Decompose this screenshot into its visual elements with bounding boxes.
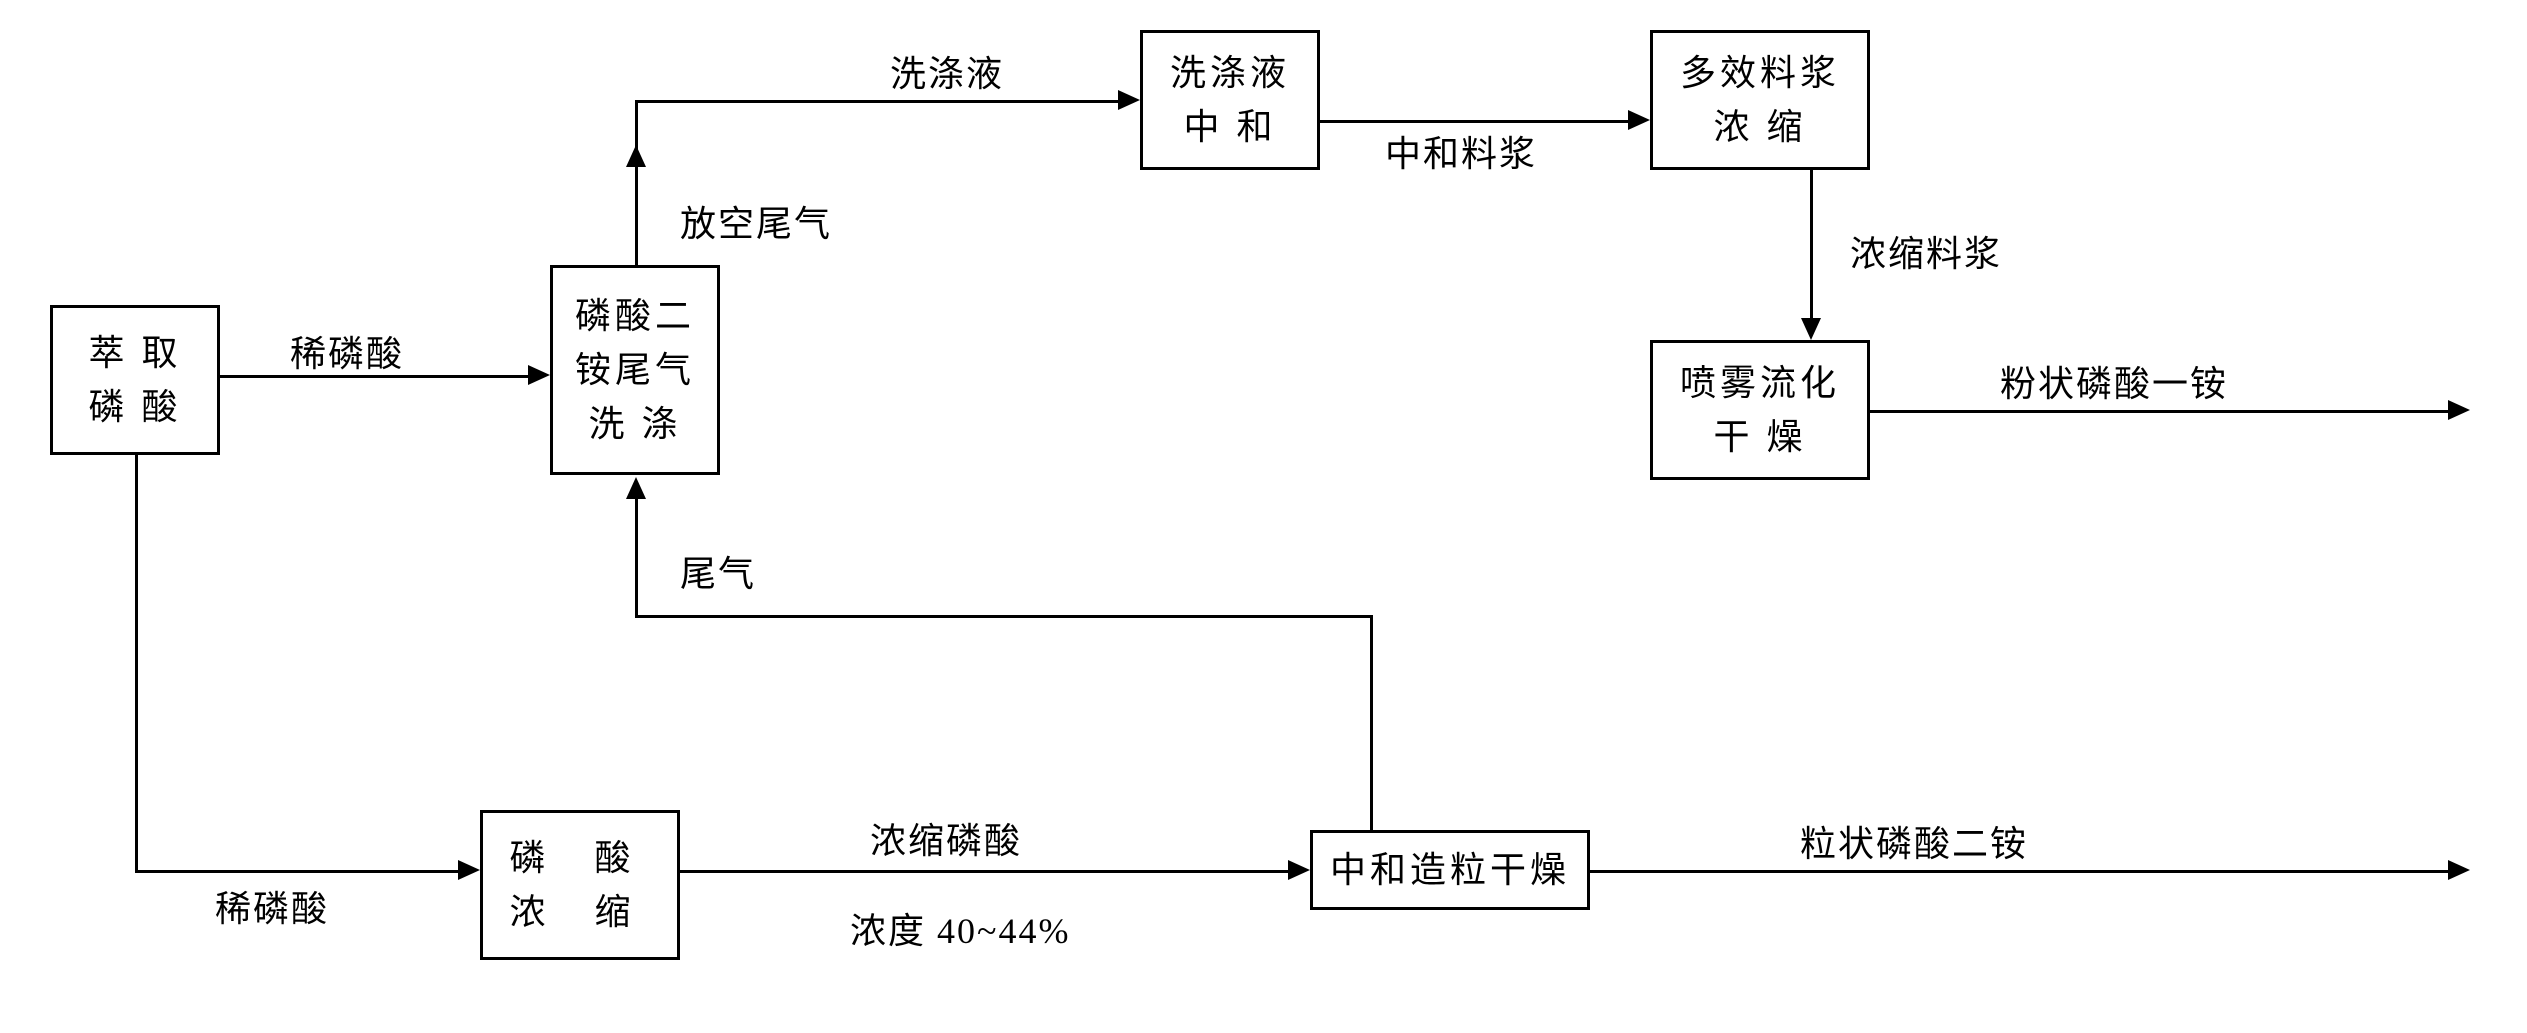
- arrowhead-tailwash-to-neutral: [1118, 90, 1140, 110]
- box-extract-line2: 磷 酸: [88, 380, 181, 434]
- arrowhead-extract-to-tailwash: [528, 365, 550, 385]
- label-vent-tail: 放空尾气: [680, 195, 832, 247]
- arrowhead-extract-to-phosconc: [458, 860, 480, 880]
- box-tailwash-line1: 磷酸二: [575, 289, 695, 343]
- arrow-neutral-to-conc: [1320, 120, 1630, 123]
- arrow-spray-out: [1870, 410, 2450, 413]
- box-concentrate-slurry: 多效料浆 浓 缩: [1650, 30, 1870, 170]
- arrowhead-spray-out: [2448, 400, 2470, 420]
- arrowhead-gran-out: [2448, 860, 2470, 880]
- box-gran-dry: 中和造粒干燥: [1310, 830, 1590, 910]
- box-phos-conc-line2: 浓 缩: [509, 885, 650, 939]
- label-conc-pct: 浓度 40~44%: [850, 902, 1070, 954]
- box-gran-dry-line1: 中和造粒干燥: [1330, 843, 1570, 897]
- arrow-conc-down: [1810, 170, 1813, 320]
- arrow-tailgas-up: [1370, 615, 1373, 830]
- box-concentrate-slurry-line1: 多效料浆: [1680, 46, 1840, 100]
- label-conc-phos: 浓缩磷酸: [870, 812, 1022, 864]
- arrowhead-neutral-to-conc: [1628, 110, 1650, 130]
- box-extract: 萃 取 磷 酸: [50, 305, 220, 455]
- box-phos-conc: 磷 酸 浓 缩: [480, 810, 680, 960]
- box-concentrate-slurry-line2: 浓 缩: [1713, 100, 1806, 154]
- box-phos-conc-line1: 磷 酸: [509, 831, 650, 885]
- arrow-phosconc-to-gran: [680, 870, 1290, 873]
- box-extract-line1: 萃 取: [88, 326, 181, 380]
- label-dilute1: 稀磷酸: [290, 325, 404, 377]
- box-tailwash-line2: 铵尾气: [575, 343, 695, 397]
- arrow-tailgas-left: [635, 615, 1373, 618]
- box-neutral: 洗涤液 中 和: [1140, 30, 1320, 170]
- box-tailwash-line3: 洗 涤: [588, 397, 681, 451]
- label-gran-product: 粒状磷酸二铵: [1800, 815, 2028, 867]
- label-dilute2: 稀磷酸: [215, 880, 329, 932]
- box-neutral-line1: 洗涤液: [1170, 46, 1290, 100]
- arrowhead-tailwash-up: [626, 145, 646, 167]
- arrowhead-conc-down: [1801, 318, 1821, 340]
- box-spray-dry-line1: 喷雾流化: [1680, 356, 1840, 410]
- arrow-tailwash-to-neutral: [635, 100, 1120, 103]
- label-powder-product: 粉状磷酸一铵: [2000, 355, 2228, 407]
- box-tailwash: 磷酸二 铵尾气 洗 涤: [550, 265, 720, 475]
- arrow-tailgas-up2: [635, 495, 638, 615]
- arrow-gran-out: [1590, 870, 2450, 873]
- box-spray-dry: 喷雾流化 干 燥: [1650, 340, 1870, 480]
- label-conc-slurry: 浓缩料浆: [1850, 225, 2002, 277]
- label-neutral-slurry: 中和料浆: [1385, 125, 1537, 177]
- arrow-extract-down: [135, 455, 138, 870]
- arrow-tailwash-up: [635, 100, 638, 265]
- arrowhead-phosconc-to-gran: [1288, 860, 1310, 880]
- label-wash-liquid1: 洗涤液: [890, 45, 1004, 97]
- box-neutral-line2: 中 和: [1183, 100, 1276, 154]
- arrowhead-tailgas-up: [626, 477, 646, 499]
- box-spray-dry-line2: 干 燥: [1713, 410, 1806, 464]
- label-tail-gas: 尾气: [680, 545, 756, 597]
- arrow-extract-to-phosconc: [135, 870, 460, 873]
